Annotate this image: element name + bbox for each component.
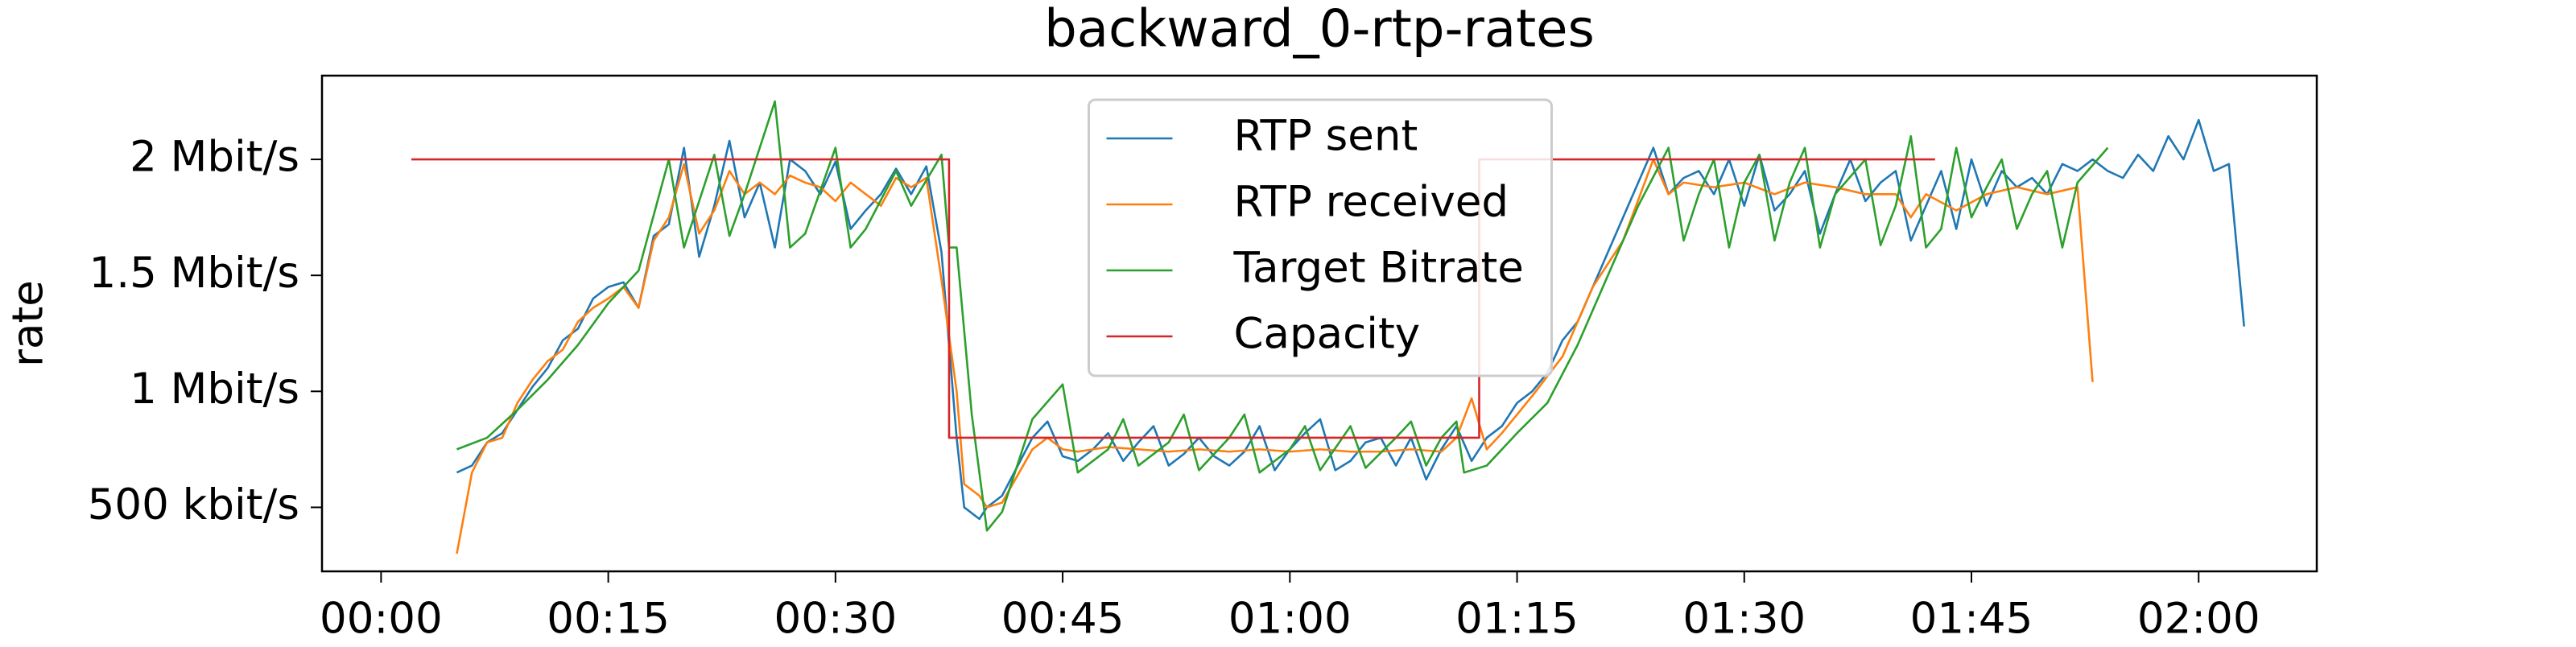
x-tick-label: 01:45 xyxy=(1910,595,2033,644)
y-axis-label: rate xyxy=(4,280,53,367)
legend-label: RTP received xyxy=(1234,178,1509,227)
y-tick-label: 500 kbit/s xyxy=(88,480,299,530)
x-tick-label: 00:30 xyxy=(774,595,897,644)
y-tick-label: 1.5 Mbit/s xyxy=(89,249,299,298)
legend-label: Capacity xyxy=(1234,310,1421,359)
legend-box xyxy=(1088,98,1553,377)
series-line xyxy=(456,100,2109,532)
x-tick-label: 01:30 xyxy=(1682,595,1806,644)
y-tick-label: 1 Mbit/s xyxy=(130,365,299,414)
series-line xyxy=(456,158,2094,554)
series-line xyxy=(411,158,1935,439)
x-tick-label: 00:45 xyxy=(1001,595,1125,644)
x-tick-label: 02:00 xyxy=(2137,595,2260,644)
plot-frame xyxy=(320,74,2318,573)
chart-title: backward_0-rtp-rates xyxy=(1044,0,1595,60)
legend-label: RTP sent xyxy=(1234,112,1418,161)
x-tick-label: 01:00 xyxy=(1228,595,1352,644)
series-line xyxy=(456,118,2245,521)
y-tick-label: 2 Mbit/s xyxy=(130,133,299,182)
x-tick-label: 01:15 xyxy=(1455,595,1579,644)
x-tick-label: 00:00 xyxy=(320,595,443,644)
x-tick-label: 00:15 xyxy=(547,595,670,644)
legend-label: Target Bitrate xyxy=(1233,244,1524,293)
